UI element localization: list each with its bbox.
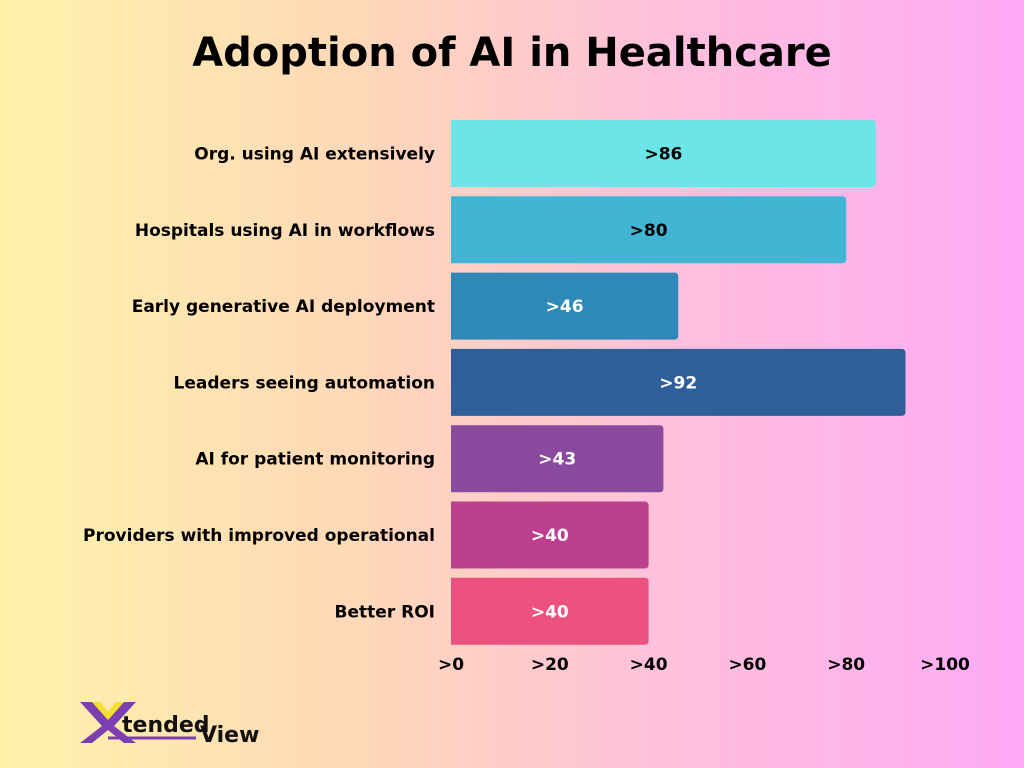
- x-tick-label: >20: [531, 655, 569, 675]
- bar: [450, 577, 649, 645]
- chart-title: Adoption of AI in Healthcare: [192, 30, 832, 76]
- data-label: >40: [531, 602, 569, 622]
- bar: [451, 425, 664, 493]
- category-label: Org. using AI extensively: [194, 145, 435, 165]
- bar: [451, 272, 679, 340]
- svg-text:View: View: [200, 723, 259, 745]
- bar: [450, 120, 876, 187]
- bar: [450, 501, 649, 569]
- svg-text:tended: tended: [122, 713, 210, 738]
- x-tick-label: >60: [728, 655, 766, 675]
- data-label: >80: [630, 221, 668, 241]
- data-label: >46: [546, 297, 584, 317]
- data-label: >43: [538, 450, 576, 470]
- category-label: Leaders seeing automation: [174, 373, 435, 393]
- category-label: Better ROI: [335, 602, 435, 622]
- data-label: >40: [531, 526, 569, 546]
- category-label: Hospitals using AI in workflows: [135, 221, 435, 241]
- category-label: AI for patient monitoring: [195, 450, 435, 470]
- bar: [451, 196, 847, 264]
- x-tick-label: >40: [630, 655, 668, 675]
- logo: tended View: [80, 702, 259, 745]
- category-label: Early generative AI deployment: [132, 297, 435, 317]
- data-label: >86: [644, 145, 682, 165]
- x-tick-label: >80: [827, 655, 865, 675]
- x-tick-label: >0: [438, 655, 464, 675]
- data-label: >92: [659, 373, 697, 393]
- bar: [450, 348, 906, 416]
- x-tick-label: >100: [920, 655, 970, 675]
- category-label: Providers with improved operational: [83, 526, 435, 546]
